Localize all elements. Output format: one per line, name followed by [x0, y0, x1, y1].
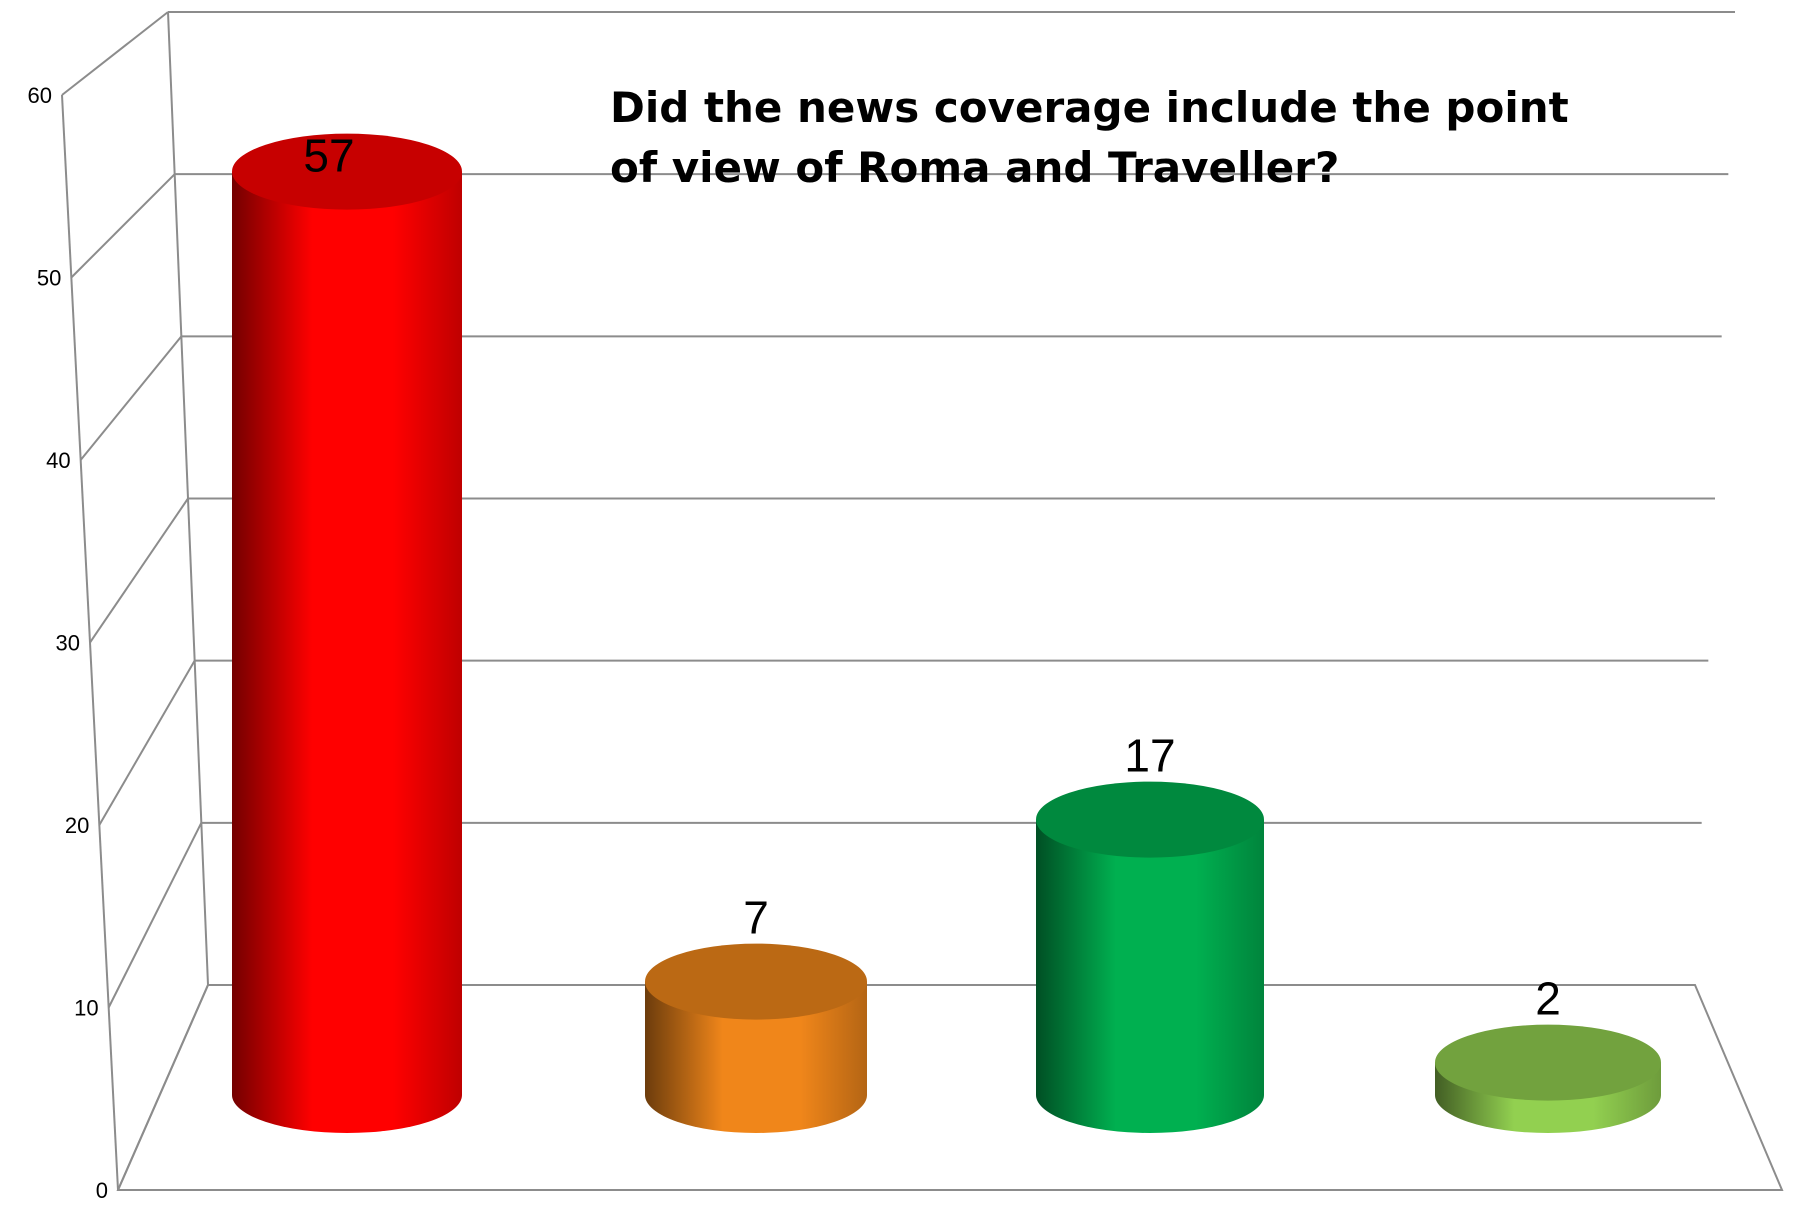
y-axis-tick-labels: 0 10 20 30 40 50 60: [28, 83, 108, 1203]
side-wall-gridline: [117, 984, 209, 1191]
y-tick-label: 30: [56, 631, 80, 656]
bar: [645, 943, 867, 1133]
y-tick-label: 50: [37, 266, 61, 291]
bar-top: [645, 943, 867, 1020]
data-label: 17: [1124, 730, 1175, 782]
side-wall-gridline: [79, 335, 183, 461]
bar-body: [1036, 819, 1264, 1095]
y-tick-label: 0: [96, 1178, 108, 1203]
side-wall-gridline: [61, 11, 169, 96]
data-label: 2: [1535, 973, 1561, 1025]
data-labels: 57 7 17 2: [303, 130, 1560, 1025]
data-label: 57: [303, 130, 354, 182]
data-label: 7: [743, 892, 769, 944]
bar-top: [1435, 1024, 1661, 1101]
bar-top: [1036, 781, 1264, 858]
bar-body: [232, 171, 462, 1096]
y-tick-label: 60: [28, 83, 52, 108]
side-wall-gridline: [107, 822, 203, 1008]
side-wall-gridline: [70, 173, 176, 279]
y-tick-label: 40: [46, 448, 70, 473]
bar: [1036, 781, 1264, 1133]
bar-series: [232, 133, 1661, 1133]
y-tick-label: 10: [74, 996, 98, 1021]
chart-title: Did the news coverage include the point …: [610, 83, 1569, 192]
side-wall-gridline: [89, 497, 189, 644]
y-tick-label: 20: [65, 813, 89, 838]
bar: [232, 133, 462, 1133]
side-wall-gridline: [98, 660, 196, 826]
bar: [1435, 1024, 1661, 1133]
bar-top: [232, 133, 462, 210]
